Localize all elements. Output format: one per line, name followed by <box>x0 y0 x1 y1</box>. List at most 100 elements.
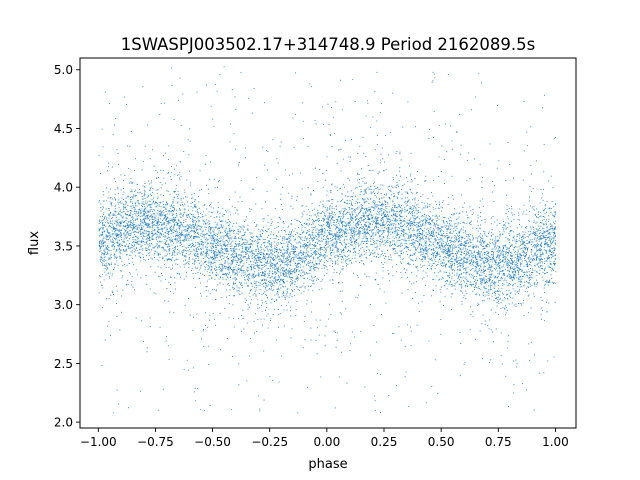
data-point <box>419 228 421 229</box>
data-point <box>507 265 509 266</box>
data-point <box>443 241 445 243</box>
data-point <box>342 225 343 227</box>
data-point <box>166 231 168 233</box>
data-point <box>274 268 276 270</box>
data-point <box>119 257 121 259</box>
data-point <box>214 268 216 269</box>
data-point <box>435 359 437 361</box>
data-point <box>254 239 256 241</box>
data-point <box>165 278 167 280</box>
data-point <box>479 257 481 258</box>
data-point <box>408 237 410 239</box>
data-point <box>396 182 398 183</box>
data-point <box>492 248 494 250</box>
data-point <box>107 249 109 251</box>
data-point <box>111 230 113 232</box>
data-point <box>310 194 312 196</box>
data-point <box>179 171 181 173</box>
data-point <box>189 253 191 255</box>
data-point <box>104 264 106 266</box>
data-point <box>178 235 180 237</box>
data-point <box>171 241 173 242</box>
data-point <box>245 219 247 221</box>
data-point <box>213 234 215 236</box>
data-point <box>217 224 219 226</box>
data-point <box>329 224 331 225</box>
data-point <box>383 224 385 226</box>
data-point <box>206 255 208 257</box>
data-point <box>497 281 499 283</box>
data-point <box>331 224 332 226</box>
data-point <box>400 223 402 225</box>
data-point <box>299 241 301 243</box>
data-point <box>329 190 331 192</box>
data-point <box>494 241 496 243</box>
data-point <box>414 242 416 244</box>
data-point <box>163 224 165 225</box>
data-point <box>305 252 307 254</box>
data-point <box>107 232 109 234</box>
data-point <box>456 257 458 259</box>
data-point <box>189 249 190 251</box>
data-point <box>512 272 514 274</box>
data-point <box>382 219 384 220</box>
data-point <box>183 255 185 257</box>
data-point <box>326 259 327 261</box>
data-point <box>300 275 302 277</box>
data-point <box>194 286 196 288</box>
data-point <box>217 241 219 243</box>
data-point <box>420 249 422 251</box>
data-point <box>470 234 471 236</box>
data-point <box>180 216 181 218</box>
data-point <box>456 256 458 258</box>
data-point <box>415 248 416 250</box>
data-point <box>326 218 328 220</box>
data-point <box>197 241 199 243</box>
data-point <box>112 213 114 215</box>
data-point <box>243 256 245 257</box>
data-point <box>322 229 324 231</box>
data-point <box>112 246 113 247</box>
data-point <box>533 409 535 411</box>
data-point <box>380 203 382 205</box>
data-point <box>506 249 508 250</box>
data-point <box>477 214 479 216</box>
data-point <box>322 173 324 175</box>
data-point <box>178 237 180 239</box>
data-point <box>319 319 321 321</box>
data-point <box>194 232 196 234</box>
data-point <box>307 256 309 257</box>
data-point <box>326 190 328 192</box>
data-point <box>431 385 433 387</box>
data-point <box>194 400 196 402</box>
data-point <box>110 197 112 199</box>
data-point <box>472 209 474 211</box>
data-point <box>359 233 361 235</box>
data-point <box>296 257 298 259</box>
data-point <box>435 239 437 241</box>
data-point <box>102 240 104 242</box>
data-point <box>290 262 292 264</box>
data-point <box>289 235 291 237</box>
data-point <box>110 236 112 238</box>
data-point <box>462 211 464 213</box>
data-point <box>125 243 127 245</box>
data-point <box>483 285 485 287</box>
data-point <box>142 161 144 163</box>
data-point <box>186 359 188 361</box>
data-point <box>281 250 283 252</box>
data-point <box>334 243 336 245</box>
data-point <box>492 216 494 217</box>
data-point <box>511 258 513 260</box>
data-point <box>231 260 233 262</box>
data-point <box>521 263 523 265</box>
data-point <box>230 221 232 223</box>
data-point <box>136 242 138 244</box>
data-point <box>544 260 546 262</box>
data-point <box>460 260 462 262</box>
data-point <box>440 245 442 247</box>
data-point <box>326 243 328 245</box>
data-point <box>508 284 510 286</box>
data-point <box>323 220 325 222</box>
data-point <box>355 228 357 230</box>
